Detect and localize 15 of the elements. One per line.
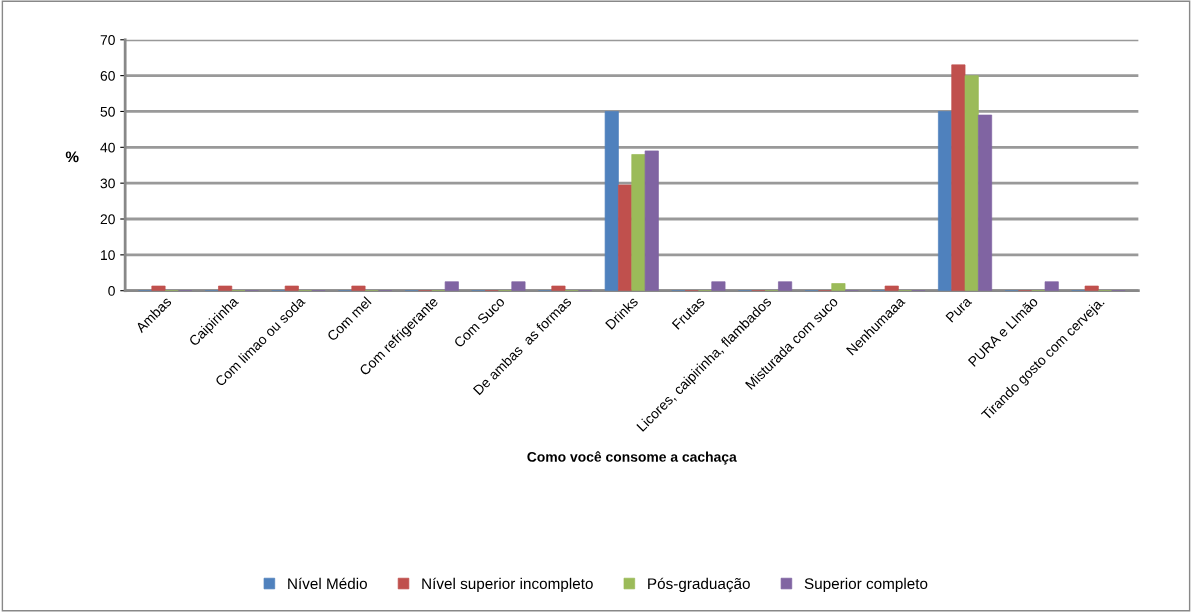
y-tick-label: 60: [100, 70, 115, 81]
legend-label: Nível Médio: [288, 577, 367, 590]
y-tick-label: 10: [101, 250, 115, 261]
x-tick-label: Com mel: [326, 296, 372, 342]
y-axis-title: %: [65, 151, 79, 163]
y-tick-label: 0: [108, 286, 115, 296]
x-axis-title: Como você consome a cachaça: [527, 451, 737, 465]
y-tick-label: 70: [100, 35, 115, 45]
legend-label: Superior completo: [804, 577, 928, 593]
legend-label: Pós-graduação: [648, 577, 750, 593]
y-tick-label: 50: [100, 106, 115, 117]
y-tick-label: 40: [100, 142, 115, 153]
y-tick-label: 20: [100, 214, 115, 225]
y-tick-label: 30: [100, 178, 115, 189]
legend-label: Nível superior incompleto: [422, 577, 593, 593]
